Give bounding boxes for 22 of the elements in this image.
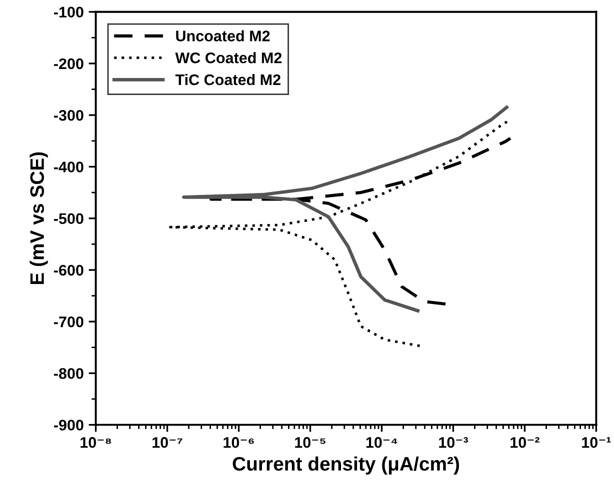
y-tick-label: -200	[54, 58, 84, 70]
legend-label: WC Coated M2	[175, 52, 282, 64]
x-tick-label: 10⁻⁵	[295, 437, 326, 448]
y-axis-title: E (mV vs SCE)	[30, 152, 48, 284]
x-tick-label: 10⁻⁶	[224, 437, 254, 448]
legend-label: Uncoated M2	[176, 30, 270, 42]
legend-label: TiC Coated M2	[175, 74, 280, 86]
x-tick-label: 10⁻⁸	[80, 437, 111, 448]
y-tick-label: -900	[54, 420, 84, 431]
y-tick-label: -100	[54, 6, 84, 18]
y-tick-label: -500	[54, 213, 84, 224]
x-axis-title: Current density (μA/cm²)	[232, 456, 460, 475]
y-tick-label: -600	[54, 264, 84, 276]
x-tick-label: 10⁻⁷	[152, 437, 182, 448]
y-tick-label: -400	[54, 162, 84, 172]
x-tick-label: 10⁻⁴	[366, 437, 398, 448]
x-tick-label: 10⁻¹	[582, 437, 611, 448]
y-tick-label: -800	[54, 368, 84, 379]
x-tick-label: 10⁻³	[439, 437, 468, 448]
x-tick-label: 10⁻²	[510, 437, 540, 448]
y-tick-label: -700	[54, 316, 84, 328]
y-tick-label: -300	[54, 110, 84, 121]
